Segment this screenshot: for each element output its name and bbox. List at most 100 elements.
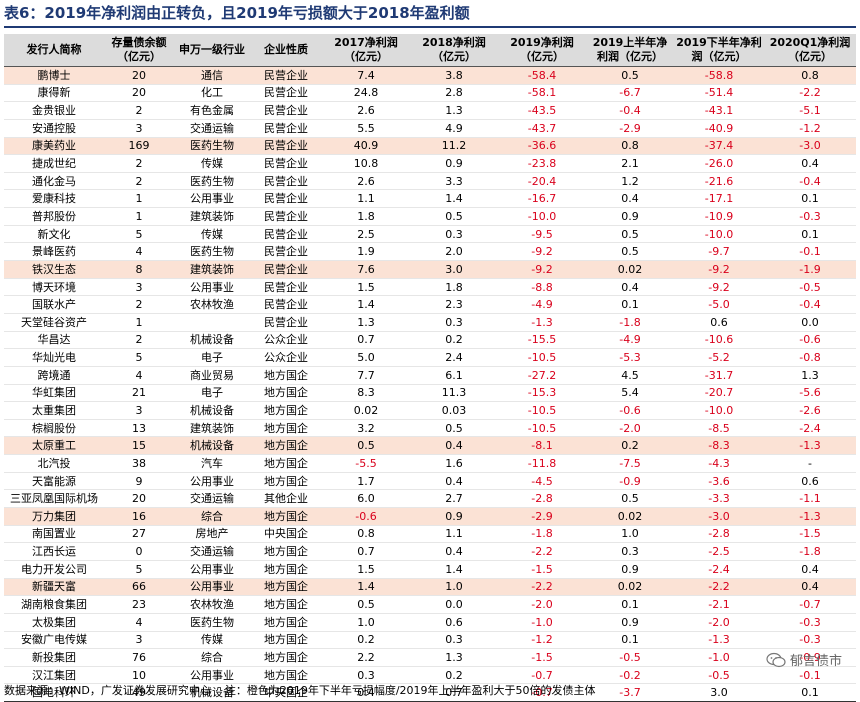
profit-2019h1-cell: 0.02 [586, 260, 674, 279]
profit-2017-cell: 0.4 [357, 686, 375, 700]
balance-cell: 16 [104, 507, 174, 526]
profit-2019h1-cell: 0.2 [586, 436, 674, 455]
profit-2019-cell: -15.5 [527, 333, 557, 347]
profit-2018-cell: 0.0 [445, 598, 463, 612]
profit-2019h2-cell: -9.2 [708, 280, 730, 294]
table-row: 鹏博士 20 通信 民营企业 7.4 3.8 -58.4 0.5 -58.8 0.8 [4, 66, 856, 85]
issuer-table: 发行人简称 存量债余额（亿元） 申万一级行业 企业性质 2017净利润（亿元） … [4, 34, 856, 702]
nature-cell: 地方国企 [250, 436, 322, 455]
industry-cell [174, 313, 250, 331]
profit-2019-cell: -8.8 [531, 280, 553, 294]
profit-2019h2-cell: -40.9 [704, 121, 734, 135]
profit-2020q1-cell: -5.1 [799, 104, 821, 118]
table-row: 太极集团 4 医药生物 地方国企 1.0 0.6 -1.0 0.9 -2.0 -0.3 [4, 613, 856, 631]
profit-2019h1-cell: -3.7 [619, 686, 641, 700]
profit-2019h2-cell: -1.0 [708, 650, 730, 664]
profit-2019-cell: -8.1 [498, 436, 586, 455]
profit-2020q1-cell: 0.4 [801, 562, 819, 576]
nature-cell: 民营企业 [264, 86, 308, 100]
profit-2019h2-cell: -2.8 [708, 527, 730, 541]
nature-cell: 地方国企 [264, 386, 308, 400]
profit-2017-cell: 2.5 [357, 227, 375, 241]
profit-2019-cell: -27.2 [527, 368, 557, 382]
industry-cell: 交通运输 [190, 492, 234, 506]
table-row: 捷成世纪 2 传媒 民营企业 10.8 0.9 -23.8 2.1 -26.0 0.4 [4, 155, 856, 173]
table-row: 华灿光电 5 电子 公众企业 5.0 2.4 -10.5 -5.3 -5.2 -0.8 [4, 349, 856, 367]
profit-2019h1-cell: 0.9 [621, 615, 639, 629]
profit-2017-cell: 1.5 [357, 280, 375, 294]
profit-2020q1-cell: 0.0 [801, 315, 819, 329]
table-row: 太原重工 15 机械设备 地方国企 0.5 0.4 -8.1 0.2 -8.3 -1.3 [4, 436, 856, 455]
wechat-icon [766, 652, 786, 667]
profit-2017-cell: -0.6 [322, 507, 410, 526]
profit-2019h2-cell: -43.1 [704, 104, 734, 118]
profit-2017-cell: 5.5 [357, 121, 375, 135]
watermark: 郁言债市 [766, 650, 842, 669]
profit-2019h2-cell: 3.0 [710, 686, 728, 700]
profit-2019h2-cell: -3.3 [708, 492, 730, 506]
industry-cell: 传媒 [201, 227, 223, 241]
balance-cell: 5 [135, 562, 143, 576]
profit-2019h2-cell: -3.6 [708, 474, 730, 488]
nature-cell: 民营企业 [264, 315, 308, 329]
profit-2020q1-cell: 1.3 [801, 368, 819, 382]
nature-cell: 其他企业 [264, 492, 308, 506]
table-row: 汉江集团 10 公用事业 地方国企 0.3 0.2 -0.7 -0.2 -0.5 -0.1 [4, 666, 856, 684]
nature-cell: 公众企业 [264, 333, 308, 347]
balance-cell: 3 [135, 633, 143, 647]
industry-cell: 传媒 [201, 633, 223, 647]
profit-2019-cell: -15.3 [527, 386, 557, 400]
profit-2020q1-cell: -0.1 [799, 668, 821, 682]
balance-cell: 3 [135, 280, 143, 294]
profit-2019-cell: -2.8 [531, 492, 553, 506]
issuer-name-cell: 南国置业 [32, 527, 76, 541]
profit-2018-cell: 3.3 [445, 174, 463, 188]
issuer-name-cell: 安徽广电传媒 [21, 633, 87, 647]
profit-2019-cell: -1.8 [531, 527, 553, 541]
profit-2019h2-cell: -10.0 [704, 403, 734, 417]
balance-cell: 76 [132, 650, 146, 664]
industry-cell: 公用事业 [190, 474, 234, 488]
balance-cell: 2 [135, 333, 143, 347]
profit-2019h2-cell: -8.3 [674, 436, 764, 455]
profit-2017-cell: -5.5 [355, 456, 377, 470]
profit-2019h1-cell: -6.7 [619, 86, 641, 100]
balance-cell: 1 [135, 209, 143, 223]
profit-2019-cell: -43.7 [527, 121, 557, 135]
profit-2018-cell: 4.9 [445, 121, 463, 135]
industry-cell: 公用事业 [190, 192, 234, 206]
nature-cell: 民营企业 [264, 280, 308, 294]
table-row: 通化金马 2 医药生物 民营企业 2.6 3.3 -20.4 1.2 -21.6 -0.4 [4, 172, 856, 190]
table-header-row: 发行人简称 存量债余额（亿元） 申万一级行业 企业性质 2017净利润（亿元） … [4, 34, 856, 67]
header-profit-2019h1: 2019上半年净利润（亿元） [586, 34, 674, 67]
nature-cell: 地方国企 [264, 562, 308, 576]
profit-2019h2-cell: -0.5 [708, 668, 730, 682]
profit-2019h1-cell: 0.5 [621, 245, 639, 259]
balance-cell: 2 [135, 298, 143, 312]
profit-2017-cell: 0.02 [353, 403, 379, 417]
balance-cell: 5 [135, 227, 143, 241]
nature-cell: 民营企业 [250, 260, 322, 279]
profit-2018-cell: 2.4 [445, 351, 463, 365]
issuer-name-cell: 国电科环 [32, 686, 76, 700]
profit-2018-cell: 1.1 [445, 527, 463, 541]
profit-2018-cell: 2.3 [445, 298, 463, 312]
balance-cell: 0 [135, 545, 143, 559]
industry-cell: 商业贸易 [190, 368, 234, 382]
issuer-name-cell: 国联水产 [32, 298, 76, 312]
profit-2019h1-cell: 0.9 [621, 209, 639, 223]
balance-cell: 15 [104, 436, 174, 455]
profit-2020q1-cell: -0.3 [799, 615, 821, 629]
profit-2019h1-cell: -0.4 [619, 104, 641, 118]
profit-2017-cell: 2.2 [357, 650, 375, 664]
header-profit-2019h2: 2019下半年净利润（亿元） [674, 34, 764, 67]
nature-cell: 地方国企 [264, 633, 308, 647]
nature-cell: 地方国企 [264, 668, 308, 682]
profit-2019h1-cell: 0.3 [621, 545, 639, 559]
header-profit-2019: 2019净利润（亿元） [498, 34, 586, 67]
profit-2018-cell: 0.03 [441, 403, 467, 417]
balance-cell: 3 [135, 121, 143, 135]
issuer-name-cell: 新文化 [37, 227, 71, 241]
table-row: 新投集团 76 综合 地方国企 2.2 1.3 -1.5 -0.5 -1.0 -0.9 [4, 649, 856, 667]
nature-cell: 民营企业 [264, 104, 308, 118]
